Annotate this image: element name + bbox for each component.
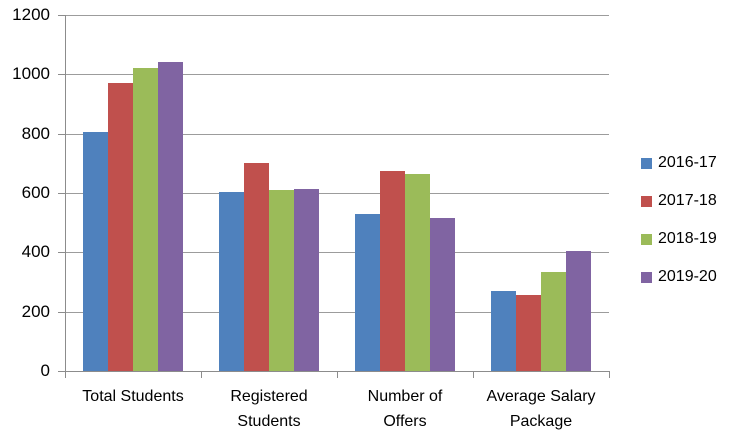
y-axis-line bbox=[65, 15, 66, 378]
category-label: Total Students bbox=[57, 384, 209, 409]
y-axis-tick bbox=[58, 74, 65, 76]
y-axis-tick bbox=[58, 15, 65, 16]
bar-2016-17-2 bbox=[355, 213, 380, 371]
bar-2018-19-3 bbox=[541, 271, 566, 371]
category-label-line: Total Students bbox=[82, 388, 184, 405]
x-axis-tick bbox=[337, 371, 338, 378]
bar-2017-18-1 bbox=[244, 163, 269, 371]
y-axis-tick bbox=[58, 311, 65, 313]
legend-label: 2017-18 bbox=[658, 192, 717, 209]
legend-item-2019-20: 2019-20 bbox=[641, 258, 717, 296]
bar-2017-18-3 bbox=[516, 295, 541, 371]
bar-2019-20-3 bbox=[566, 250, 591, 371]
y-axis-tick bbox=[58, 371, 65, 372]
legend-item-2016-17: 2016-17 bbox=[641, 144, 717, 182]
bar-2018-19-0 bbox=[133, 68, 158, 371]
legend-swatch-icon bbox=[641, 233, 652, 245]
bar-2016-17-0 bbox=[83, 132, 108, 371]
gridline bbox=[65, 311, 609, 313]
x-axis-tick bbox=[473, 371, 474, 378]
legend-swatch-icon bbox=[641, 195, 652, 207]
y-tick-label: 1000 bbox=[12, 64, 50, 84]
y-tick-label: 400 bbox=[21, 242, 50, 262]
y-tick-label: 800 bbox=[21, 123, 50, 143]
y-axis-tick bbox=[58, 193, 65, 194]
legend-item-2017-18: 2017-18 bbox=[641, 182, 717, 220]
bar-2016-17-1 bbox=[219, 191, 244, 371]
y-tick-label: 1200 bbox=[12, 5, 50, 24]
bar-2019-20-2 bbox=[430, 218, 455, 371]
category-label-line: Average Salary bbox=[486, 388, 596, 405]
category-label-line: Number of bbox=[367, 388, 443, 405]
bar-2018-19-1 bbox=[269, 190, 294, 371]
category-label: Number of Offers bbox=[329, 384, 481, 434]
y-axis-tick bbox=[58, 252, 65, 254]
bar-2017-18-0 bbox=[108, 83, 133, 371]
legend-swatch-icon bbox=[641, 271, 652, 283]
category-label-line: Package bbox=[509, 413, 573, 430]
bar-2016-17-3 bbox=[491, 290, 516, 371]
bar-2019-20-1 bbox=[294, 188, 319, 371]
y-tick-label: 600 bbox=[21, 183, 50, 202]
legend-swatch-icon bbox=[641, 157, 652, 169]
x-axis-tick bbox=[201, 371, 202, 378]
y-tick-label: 0 bbox=[40, 361, 50, 380]
legend-item-2018-19: 2018-19 bbox=[641, 220, 717, 258]
x-axis-tick bbox=[609, 371, 610, 378]
category-label-line: Offers bbox=[383, 413, 427, 430]
y-tick-label: 200 bbox=[21, 301, 50, 321]
category-label: Registered Students bbox=[193, 384, 345, 434]
category-label-line: Registered bbox=[230, 388, 308, 405]
legend-label: 2018-19 bbox=[658, 230, 717, 247]
y-axis-tick bbox=[58, 133, 65, 135]
bar-2018-19-2 bbox=[405, 173, 430, 371]
gridline bbox=[65, 15, 609, 16]
legend-label: 2016-17 bbox=[658, 154, 717, 171]
gridline bbox=[65, 252, 609, 254]
gridline bbox=[65, 133, 609, 135]
bar-2017-18-2 bbox=[380, 170, 405, 371]
gridline bbox=[65, 193, 609, 194]
x-axis-line bbox=[58, 371, 609, 372]
legend: 2016-17 2017-18 2018-19 2019-20 bbox=[641, 144, 717, 296]
gridline bbox=[65, 74, 609, 76]
category-label-line: Students bbox=[237, 413, 301, 430]
category-label: Average Salary Package bbox=[465, 384, 617, 434]
legend-label: 2019-20 bbox=[658, 268, 717, 285]
bar-2019-20-0 bbox=[158, 62, 183, 371]
